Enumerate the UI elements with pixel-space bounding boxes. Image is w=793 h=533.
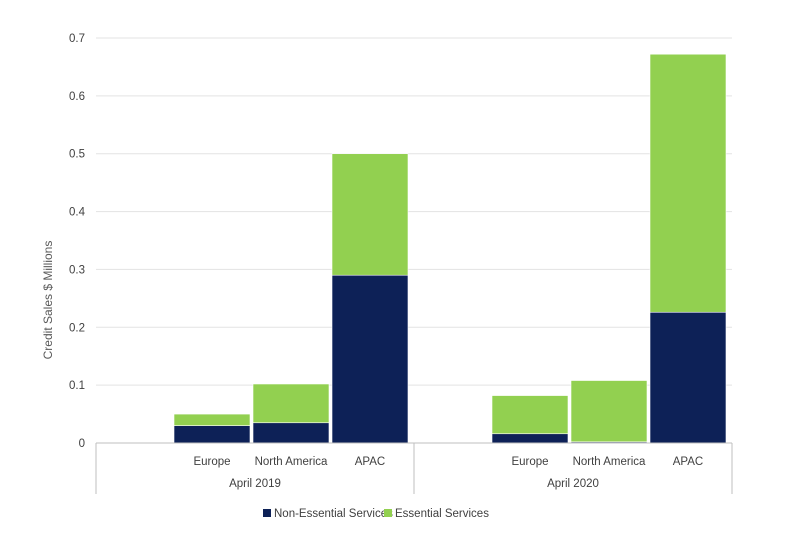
bar-essential-1-2 <box>649 53 727 313</box>
bar-essential-0-1 <box>252 383 330 424</box>
category-label: Europe <box>511 456 548 468</box>
bar-non-essential-1-0 <box>491 433 569 444</box>
y-tick-label: 0.4 <box>69 207 86 219</box>
bar-essential-1-1 <box>570 380 648 443</box>
group-label: April 2020 <box>547 478 599 490</box>
gridlines <box>96 37 732 386</box>
legend: Non-Essential Services Essential Services <box>263 508 489 520</box>
legend-swatch <box>263 509 271 517</box>
bar-non-essential-1-2 <box>649 311 727 444</box>
bar-non-essential-0-1 <box>252 422 330 444</box>
y-tick-label: 0.2 <box>69 322 85 334</box>
legend-swatch <box>384 509 392 517</box>
group-label: April 2019 <box>229 478 281 490</box>
bar-non-essential-0-0 <box>173 425 251 444</box>
x-axis: Europe North America APAC April 2019 Europe N… <box>95 442 733 494</box>
y-axis-label: Credit Sales $ Millions <box>41 241 55 360</box>
category-label: North America <box>255 456 328 468</box>
category-label: Europe <box>193 456 230 468</box>
bar-non-essential-0-2 <box>331 274 409 444</box>
y-tick-label: 0.7 <box>69 33 85 45</box>
category-label: APAC <box>673 456 703 468</box>
y-tick-label: 0.6 <box>69 91 85 103</box>
bar-essential-0-0 <box>173 413 251 426</box>
y-tick-label: 0.5 <box>69 149 85 161</box>
bar-essential-1-0 <box>491 395 569 435</box>
bars <box>173 53 727 444</box>
bar-essential-0-2 <box>331 153 409 276</box>
category-label: APAC <box>355 456 385 468</box>
y-tick-label: 0 <box>79 438 85 450</box>
legend-label: Non-Essential Services <box>274 508 393 520</box>
y-tick-label: 0.3 <box>69 264 85 276</box>
y-axis-ticks: 0 0.1 0.2 0.3 0.4 0.5 0.6 0.7 <box>69 33 86 450</box>
legend-label: Essential Services <box>395 508 489 520</box>
y-tick-label: 0.1 <box>69 380 85 392</box>
category-label: North America <box>573 456 646 468</box>
